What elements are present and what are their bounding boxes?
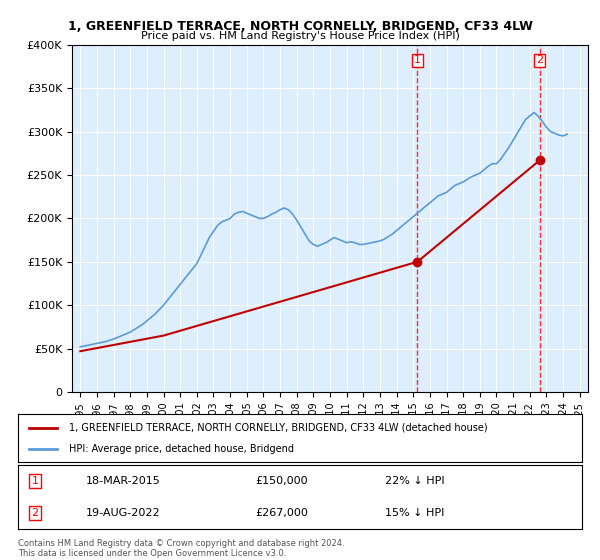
Text: £267,000: £267,000 xyxy=(255,508,308,518)
Text: 19-AUG-2022: 19-AUG-2022 xyxy=(86,508,160,518)
Text: 22% ↓ HPI: 22% ↓ HPI xyxy=(385,476,444,486)
Text: 1, GREENFIELD TERRACE, NORTH CORNELLY, BRIDGEND, CF33 4LW (detached house): 1, GREENFIELD TERRACE, NORTH CORNELLY, B… xyxy=(69,423,487,433)
Text: 2: 2 xyxy=(31,508,38,518)
Text: HPI: Average price, detached house, Bridgend: HPI: Average price, detached house, Brid… xyxy=(69,444,294,454)
Text: £150,000: £150,000 xyxy=(255,476,308,486)
Text: 1, GREENFIELD TERRACE, NORTH CORNELLY, BRIDGEND, CF33 4LW: 1, GREENFIELD TERRACE, NORTH CORNELLY, B… xyxy=(68,20,532,32)
Text: 18-MAR-2015: 18-MAR-2015 xyxy=(86,476,160,486)
Text: 15% ↓ HPI: 15% ↓ HPI xyxy=(385,508,444,518)
Text: 1: 1 xyxy=(31,476,38,486)
Text: Contains HM Land Registry data © Crown copyright and database right 2024.
This d: Contains HM Land Registry data © Crown c… xyxy=(18,539,344,558)
Text: 1: 1 xyxy=(414,55,421,65)
Text: 2: 2 xyxy=(536,55,543,65)
Text: Price paid vs. HM Land Registry's House Price Index (HPI): Price paid vs. HM Land Registry's House … xyxy=(140,31,460,41)
